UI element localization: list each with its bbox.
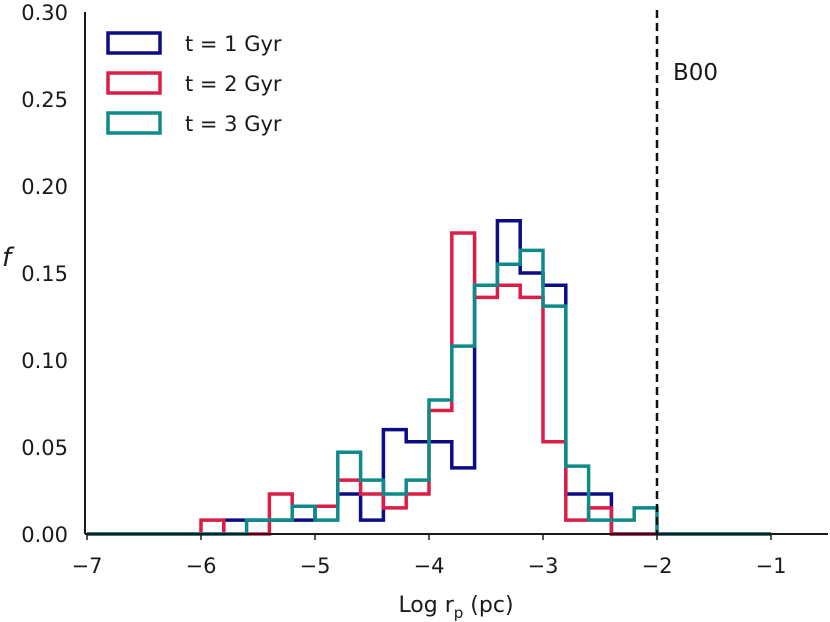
axes [84, 12, 828, 535]
reference-line-group: B00 [655, 10, 718, 534]
x-tick-label: −2 [642, 554, 673, 578]
legend-swatch-2 [106, 71, 162, 95]
legend-swatch-3 [106, 111, 162, 135]
y-tick-label: 0.20 [21, 175, 68, 199]
x-tick-label: −5 [300, 554, 331, 578]
x-tick-label: −7 [72, 554, 103, 578]
plot-area [87, 219, 771, 536]
histogram-series-2 [87, 231, 771, 536]
y-axis-label: f [2, 243, 15, 273]
y-ticks: 0.00 0.05 0.10 0.15 0.20 0.25 0.30 [21, 1, 68, 547]
legend-swatch-1 [106, 31, 162, 55]
legend-label-3: t = 3 Gyr [185, 112, 282, 136]
legend-label-2: t = 2 Gyr [185, 72, 282, 96]
legend-label-1: t = 1 Gyr [185, 32, 282, 56]
y-tick-label: 0.25 [21, 88, 68, 112]
x-tick-label: −1 [756, 554, 787, 578]
y-tick-label: 0.05 [21, 436, 68, 460]
histogram-series-3 [87, 248, 771, 536]
x-tick-label: −6 [186, 554, 217, 578]
legend: t = 1 Gyr t = 2 Gyr t = 3 Gyr [106, 31, 282, 136]
y-tick-label: 0.15 [21, 262, 68, 286]
x-axis-label-unit: (pc) [463, 593, 513, 618]
x-axis-label-subscript: p [454, 604, 464, 622]
x-tick-label: −4 [414, 554, 445, 578]
y-tick-label: 0.00 [21, 523, 68, 547]
x-ticks: −7 −6 −5 −4 −3 −2 −1 [72, 534, 787, 578]
y-tick-label: 0.10 [21, 349, 68, 373]
y-tick-label: 0.30 [21, 1, 68, 25]
x-axis-label: Log rp (pc) [398, 593, 513, 622]
reference-line-label: B00 [673, 60, 718, 86]
x-axis-label-main: Log r [398, 593, 454, 618]
x-tick-label: −3 [528, 554, 559, 578]
